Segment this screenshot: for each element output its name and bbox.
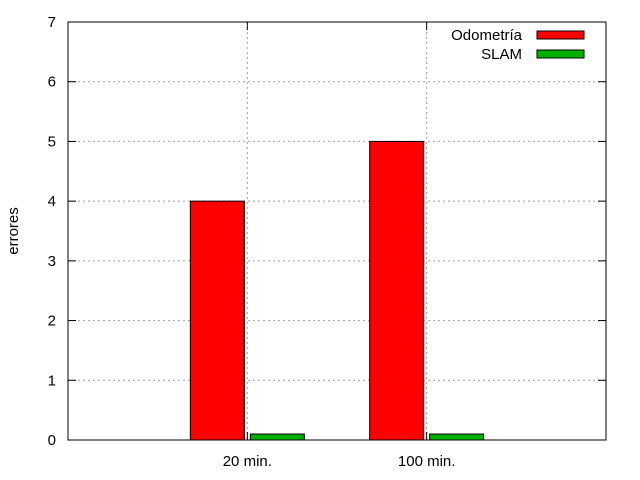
y-tick-label: 7 <box>48 14 56 31</box>
legend-swatch <box>536 49 585 59</box>
x-tick-label: 20 min. <box>223 453 272 470</box>
x-tick-label: 100 min. <box>398 453 456 470</box>
y-tick-label: 2 <box>48 313 56 330</box>
bar-slam-1 <box>429 433 485 441</box>
y-tick-label: 3 <box>48 253 56 270</box>
bar-odometria-1 <box>369 140 425 441</box>
x-axis: 20 min. 100 min. <box>223 22 456 470</box>
bars <box>189 140 485 441</box>
y-axis-label: errores <box>5 207 22 255</box>
bar-slam-0 <box>249 433 305 441</box>
legend-label: SLAM <box>481 46 522 63</box>
bar-odometria-0 <box>189 200 245 441</box>
grid-lines <box>68 22 606 440</box>
y-axis: 0 1 2 3 4 5 6 7 <box>48 14 606 449</box>
y-tick-label: 1 <box>48 372 56 389</box>
y-tick-label: 5 <box>48 133 56 150</box>
legend: Odometría SLAM <box>451 27 585 63</box>
y-tick-label: 4 <box>48 193 56 210</box>
plot-frame <box>67 21 607 441</box>
legend-label: Odometría <box>451 27 523 44</box>
y-tick-label: 6 <box>48 74 56 91</box>
legend-swatch <box>536 30 585 40</box>
y-tick-label: 0 <box>48 432 56 449</box>
